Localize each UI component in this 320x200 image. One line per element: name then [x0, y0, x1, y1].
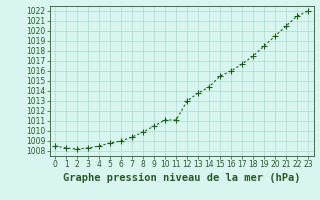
X-axis label: Graphe pression niveau de la mer (hPa): Graphe pression niveau de la mer (hPa) [63, 173, 300, 183]
